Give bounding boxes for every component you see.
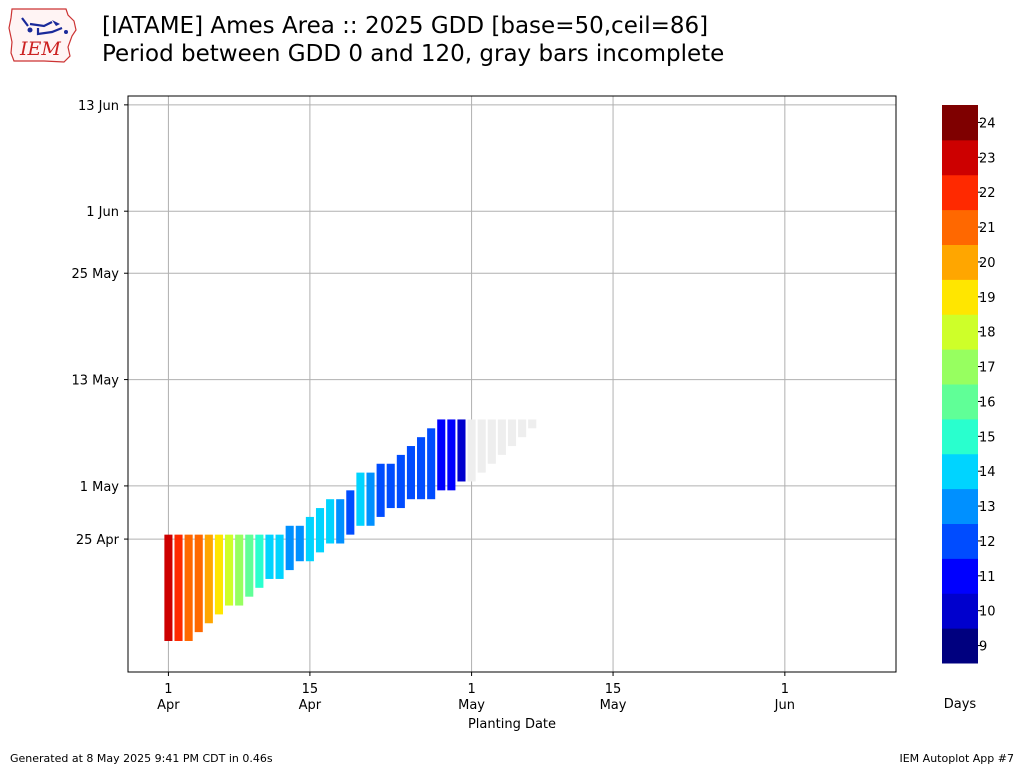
period-bar xyxy=(437,419,446,491)
period-bar xyxy=(346,490,355,535)
logo-text: IEM xyxy=(19,38,61,60)
incomplete-bar xyxy=(507,419,517,447)
colorbar-swatch xyxy=(942,488,978,524)
period-bar xyxy=(214,534,223,615)
period-bar xyxy=(194,534,203,633)
period-bar xyxy=(204,534,213,624)
period-bar xyxy=(406,446,415,500)
colorbar-tick-label: 11 xyxy=(979,570,996,585)
incomplete-bar xyxy=(477,419,486,473)
period-bar xyxy=(305,516,314,562)
period-bar xyxy=(396,454,405,509)
period-bar xyxy=(447,419,456,491)
bar-group xyxy=(164,419,537,641)
chart-title: [IATAME] Ames Area :: 2025 GDD [base=50,… xyxy=(102,13,709,39)
period-bar xyxy=(336,499,345,544)
colorbar-swatch xyxy=(942,244,978,280)
x-tick-label: Apr xyxy=(299,698,322,713)
colorbar-swatch xyxy=(942,384,978,420)
colorbar-tick-label: 16 xyxy=(979,395,996,410)
colorbar-swatch xyxy=(942,593,978,629)
y-tick-label: 13 May xyxy=(71,374,119,389)
colorbar-tick-label: 18 xyxy=(979,326,996,341)
colorbar-tick-label: 19 xyxy=(979,291,996,306)
x-tick-label: Jun xyxy=(774,698,795,713)
plot-frame xyxy=(127,95,897,673)
chart-subtitle: Period between GDD 0 and 120, gray bars … xyxy=(102,41,725,67)
colorbar-tick-label: 15 xyxy=(979,430,996,445)
colorbar-swatch xyxy=(942,279,978,315)
colorbar-swatch xyxy=(942,174,978,211)
colorbar-label: Days xyxy=(944,697,977,712)
x-tick-label: Apr xyxy=(157,698,180,713)
y-tick-label: 25 May xyxy=(71,267,119,282)
colorbar-swatch xyxy=(942,558,978,594)
colorbar-swatch xyxy=(942,418,978,455)
period-bar xyxy=(255,534,264,588)
iem-logo: IEM xyxy=(8,8,77,63)
colorbar-swatch xyxy=(942,349,978,385)
colorbar-tick-label: 12 xyxy=(979,535,996,550)
y-tick-label: 1 May xyxy=(80,480,120,495)
period-bar xyxy=(265,534,274,579)
incomplete-bar xyxy=(467,419,476,482)
colorbar-tick-label: 13 xyxy=(979,500,996,515)
y-axis: 25 Apr 1 May 13 May 25 May 1 Jun 13 Jun xyxy=(71,99,128,548)
colorbar-swatch xyxy=(942,105,978,141)
colorbar-tick-label: 9 xyxy=(979,640,987,655)
period-bar xyxy=(315,508,325,553)
period-bar xyxy=(184,534,193,641)
colorbar-tick-label: 10 xyxy=(979,605,996,620)
x-tick-label: 1 xyxy=(164,682,172,697)
period-bar xyxy=(164,534,173,641)
colorbar-swatch xyxy=(942,628,978,664)
incomplete-bar xyxy=(487,419,496,464)
y-tick-label: 1 Jun xyxy=(86,205,119,220)
period-bar xyxy=(285,525,294,571)
x-tick-label: May xyxy=(600,698,627,713)
colorbar-tick-label: 17 xyxy=(979,361,996,376)
period-bar xyxy=(225,534,234,606)
colorbar-tick-label: 20 xyxy=(979,256,996,271)
period-bar xyxy=(417,437,426,500)
period-bar xyxy=(376,463,385,517)
x-axis-label: Planting Date xyxy=(468,717,556,732)
y-tick-label: 13 Jun xyxy=(78,99,119,114)
colorbar-tick-label: 24 xyxy=(979,116,996,131)
x-tick-label: 1 xyxy=(467,682,475,697)
period-bar xyxy=(174,534,183,641)
period-bar xyxy=(295,525,304,562)
period-bar xyxy=(427,428,436,500)
x-tick-label: 15 xyxy=(302,682,319,697)
period-bar xyxy=(366,472,375,526)
colorbar-swatch xyxy=(942,209,978,245)
period-bar xyxy=(235,534,244,606)
period-bar xyxy=(275,534,284,579)
x-tick-label: May xyxy=(458,698,485,713)
colorbar-swatch xyxy=(942,523,978,559)
colorbar-tick-label: 23 xyxy=(979,151,996,166)
colorbar-tick-label: 14 xyxy=(979,465,996,480)
colorbar-swatch xyxy=(942,453,978,490)
colorbar-tick-label: 22 xyxy=(979,186,996,201)
period-bar xyxy=(326,499,335,544)
incomplete-bar xyxy=(497,419,506,455)
colorbar-swatch xyxy=(942,314,978,350)
incomplete-bar xyxy=(518,419,527,438)
period-bar xyxy=(356,472,365,526)
period-bar xyxy=(457,419,466,482)
generated-timestamp: Generated at 8 May 2025 9:41 PM CDT in 0… xyxy=(10,752,273,765)
colorbar: 9 10 11 12 13 14 15 16 17 18 19 20 21 22 23 24 xyxy=(942,105,996,664)
x-tick-label: 1 xyxy=(781,682,789,697)
colorbar-tick-label: 21 xyxy=(979,221,996,236)
x-tick-label: 15 xyxy=(605,682,622,697)
period-bar xyxy=(386,463,395,509)
incomplete-bar xyxy=(528,419,537,429)
colorbar-swatch xyxy=(942,139,978,176)
app-credit: IEM Autoplot App #7 xyxy=(899,752,1014,765)
period-bar xyxy=(245,534,254,597)
y-tick-label: 25 Apr xyxy=(76,533,120,548)
